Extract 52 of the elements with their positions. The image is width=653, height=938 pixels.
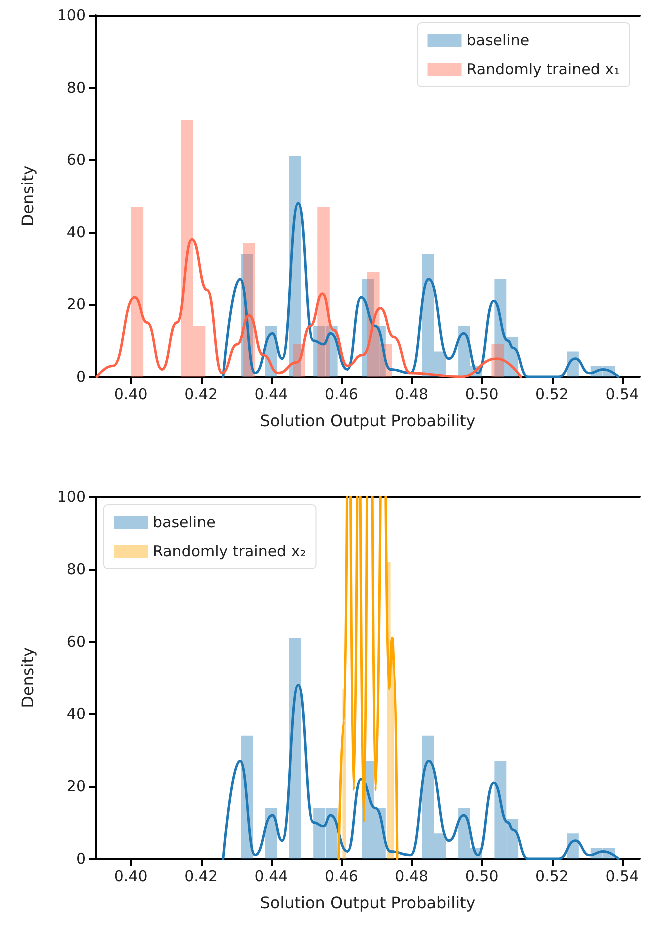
bar [422,254,434,377]
x-tick-label: 0.42 [184,386,218,404]
x-tick-label: 0.54 [606,386,640,404]
line-series [222,684,620,860]
line-series [222,202,620,378]
x-axis-title: Solution Output Probability [260,412,476,430]
bar [131,207,144,377]
legend-label: baseline [153,514,216,532]
bar [506,819,519,859]
bar [434,834,446,859]
x-tick-label: 0.44 [254,868,288,886]
bar [494,761,507,859]
bar [422,736,434,859]
x-tick-label: 0.42 [184,868,218,886]
y-tick-label: 60 [66,632,86,651]
bar [390,664,394,859]
y-tick-label: 20 [66,778,86,796]
bar [318,207,330,377]
y-tick-label: 100 [57,6,86,24]
x-axis-title: Solution Output Probability [260,894,476,912]
y-tick-label: 40 [66,223,86,242]
x-tick-label: 0.40 [114,868,148,886]
y-tick-label: 80 [66,78,86,97]
y-tick-label: 80 [66,560,86,578]
x-tick-label: 0.48 [395,868,429,886]
x-tick-label: 0.50 [465,868,499,886]
y-axis-title: Density [18,166,38,227]
x-tick-label: 0.48 [395,386,429,404]
x-tick-label: 0.52 [536,386,569,404]
bar [181,120,194,377]
legend-label: Randomly trained x₂ [153,542,306,560]
legend-label: baseline [466,32,530,50]
x-tick-label: 0.46 [324,386,358,404]
x-tick-label: 0.52 [536,868,569,886]
y-tick-label: 60 [66,151,86,170]
x-tick-label: 0.40 [114,386,148,404]
bar [193,326,206,377]
x-tick-label: 0.50 [465,386,499,404]
x-tick-label: 0.54 [606,868,640,886]
bar [289,638,302,859]
x-tick-label: 0.44 [254,386,288,404]
y-tick-label: 0 [76,850,86,868]
legend-label: Randomly trained x₁ [466,60,620,78]
x-tick-label: 0.46 [324,868,358,886]
y-tick-label: 40 [66,705,86,724]
bar [314,808,326,859]
line-series [96,238,522,378]
y-axis-title: Density [18,648,38,708]
y-tick-label: 0 [76,368,86,386]
bar [492,344,504,377]
y-tick-label: 20 [66,296,86,314]
y-tick-label: 100 [57,488,86,506]
